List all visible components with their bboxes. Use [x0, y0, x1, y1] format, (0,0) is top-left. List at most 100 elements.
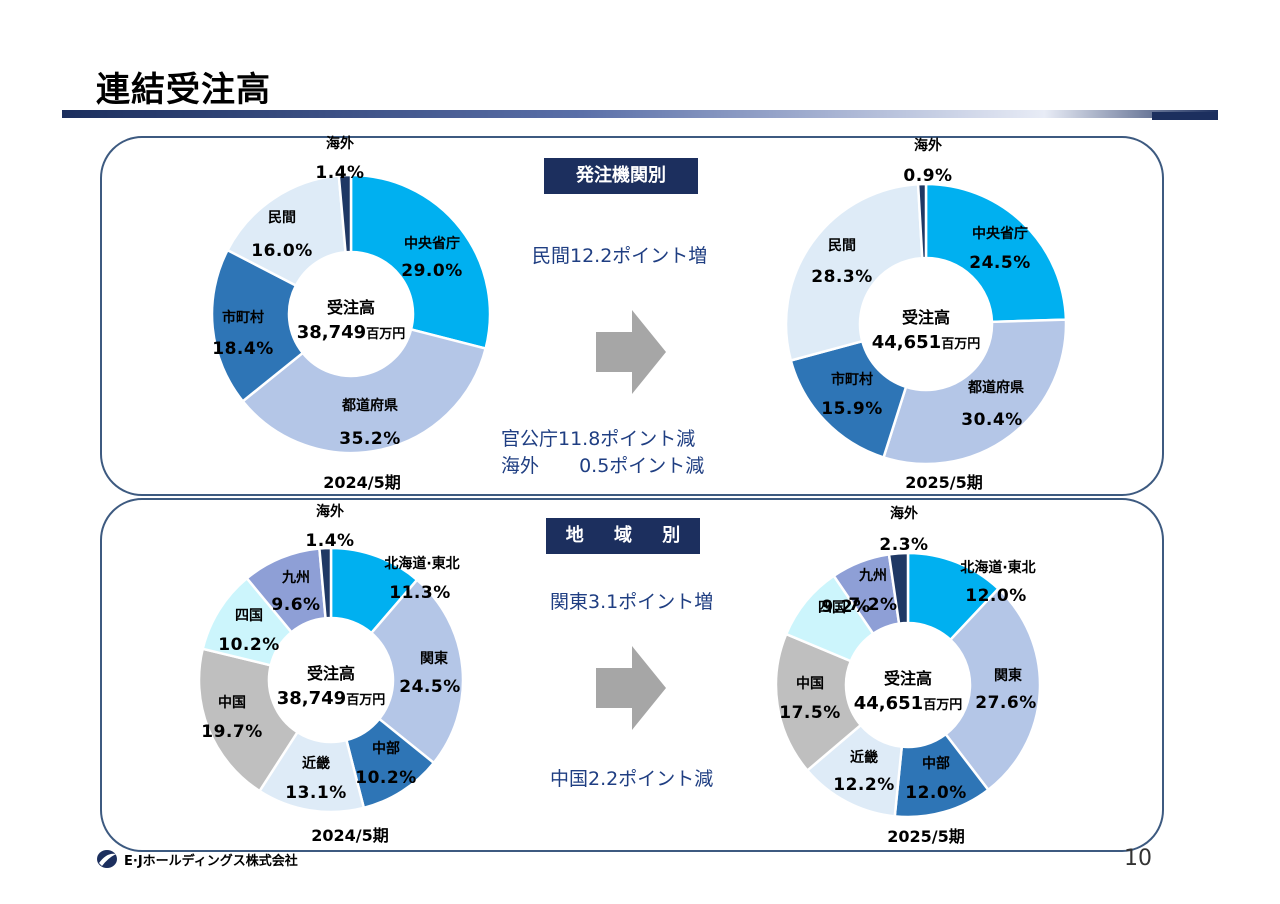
category-label: 関東 [994, 667, 1022, 684]
section-label-client: 発注機関別 [544, 158, 698, 194]
page-number: 10 [1124, 846, 1152, 871]
note-kanto-increase: 関東3.1ポイント増 [550, 591, 714, 613]
percent-label: 28.3% [811, 267, 872, 287]
percent-label: 7.2% [848, 595, 897, 615]
category-label: 関東 [420, 650, 448, 667]
donut-region-2024: 北海道·東北 11.3% 関東 24.5% 中部 10.2% 近畿 13.1% 中国 19.7% 四… [197, 503, 465, 845]
percent-label: 9.6% [271, 595, 320, 615]
percent-label: 11.3% [389, 583, 450, 603]
percent-label: 17.5% [779, 703, 840, 723]
center-value: 38,749百万円 [297, 322, 405, 343]
category-label: 北海道·東北 [384, 555, 459, 572]
category-label: 中国 [218, 694, 246, 711]
note-private-increase: 民間12.2ポイント増 [532, 245, 708, 267]
donut-region-2025: 北海道·東北 12.0% 関東 27.6% 中部 12.0% 近畿 12.2% 中国 17.5% 四… [774, 505, 1042, 846]
category-label: 九州 [281, 570, 310, 586]
category-label: 四国 [818, 600, 846, 616]
category-label: 都道府県 [341, 397, 398, 414]
slice-海外 [887, 551, 910, 626]
arrow-right-icon [596, 646, 666, 730]
slice-都道府県 [882, 318, 1068, 466]
note-overseas-decrease: 海外 0.5ポイント減 [501, 451, 704, 478]
percent-label: 15.9% [821, 399, 882, 419]
percent-label: 16.0% [251, 241, 312, 261]
donut-order-2025: 中央省庁 24.5% 都道府県 30.4% 市町村 15.9% 民間 28.3% 海外 0.9% 受… [784, 137, 1068, 492]
category-label: 海外 [914, 137, 942, 154]
percent-label: 24.5% [969, 253, 1030, 273]
period-label: 2024/5期 [323, 473, 401, 492]
category-label: 中央省庁 [972, 225, 1028, 242]
center-value: 38,749百万円 [277, 688, 385, 709]
category-label: 近畿 [850, 749, 878, 766]
note-overseas-value: 0.5ポイント減 [579, 455, 705, 477]
company-logo: E·Jホールディングス株式会社 [96, 848, 298, 870]
category-label: 九州 [858, 568, 887, 584]
percent-label: 29.0% [401, 261, 462, 281]
slice-中央省庁 [924, 182, 1068, 324]
category-label: 中部 [922, 755, 950, 772]
category-label: 中国 [796, 675, 824, 692]
percent-label: 0.9% [903, 166, 952, 186]
category-label: 都道府県 [967, 379, 1024, 396]
slice-海外 [337, 173, 353, 254]
percent-label: 10.2% [355, 768, 416, 788]
percent-label: 12.2% [833, 775, 894, 795]
slice-関東 [943, 587, 1042, 792]
category-label: 市町村 [222, 309, 264, 326]
category-label: 海外 [326, 135, 354, 152]
title-underline [62, 110, 1218, 120]
center-title: 受注高 [327, 298, 375, 317]
category-label: 中部 [372, 740, 400, 757]
slice-民間 [784, 182, 924, 363]
percent-label: 18.4% [212, 339, 273, 359]
section-label-region: 地 域 別 [546, 518, 700, 554]
arrow-right-icon [596, 310, 666, 394]
page-title: 連結受注高 [96, 70, 271, 110]
category-label: 四国 [235, 608, 263, 624]
note-chugoku-decrease: 中国2.2ポイント減 [550, 768, 714, 790]
center-title: 受注高 [307, 664, 355, 683]
percent-label: 1.4% [315, 163, 364, 183]
period-label: 2025/5期 [905, 473, 983, 492]
percent-label: 1.4% [305, 531, 354, 551]
company-name: E·Jホールディングス株式会社 [124, 853, 298, 869]
percent-label: 24.5% [399, 677, 460, 697]
percent-label: 9.2% [821, 597, 870, 617]
percent-label: 10.2% [218, 635, 279, 655]
category-label: 市町村 [831, 371, 873, 388]
category-label: 海外 [316, 503, 344, 520]
percent-label: 12.0% [965, 586, 1026, 606]
category-label: 北海道·東北 [960, 559, 1035, 576]
slice-海外 [916, 182, 928, 260]
percent-label: 35.2% [339, 429, 400, 449]
category-label: 中央省庁 [404, 235, 460, 252]
percent-label: 27.6% [975, 693, 1036, 713]
percent-label: 2.3% [879, 535, 928, 555]
category-label: 民間 [828, 238, 856, 254]
note-public-decrease: 官公庁11.8ポイント減 [501, 428, 696, 450]
percent-label: 13.1% [285, 783, 346, 803]
period-label: 2024/5期 [311, 826, 389, 845]
logo-swoosh-icon [97, 850, 117, 868]
period-label: 2025/5期 [887, 827, 965, 846]
center-value: 44,651百万円 [872, 332, 980, 353]
percent-label: 19.7% [201, 722, 262, 742]
slice-海外 [318, 546, 333, 620]
donut-order-2024: 中央省庁 29.0% 都道府県 35.2% 市町村 18.4% 民間 16.0% 海外 1.4% 受… [210, 135, 492, 492]
slice-中国 [197, 647, 300, 793]
center-title: 受注高 [884, 669, 932, 688]
slice-中央省庁 [349, 173, 492, 351]
slice-都道府県 [241, 327, 488, 455]
slice-民間 [225, 174, 347, 288]
center-title: 受注高 [902, 308, 950, 327]
category-label: 近畿 [302, 755, 330, 772]
slice-市町村 [210, 248, 305, 404]
slice-中国 [774, 632, 863, 773]
slice-市町村 [789, 339, 908, 459]
center-value: 44,651百万円 [854, 693, 962, 714]
slice-関東 [369, 578, 465, 765]
note-overseas-label: 海外 [501, 455, 540, 477]
percent-label: 30.4% [961, 410, 1022, 430]
percent-label: 12.0% [905, 783, 966, 803]
